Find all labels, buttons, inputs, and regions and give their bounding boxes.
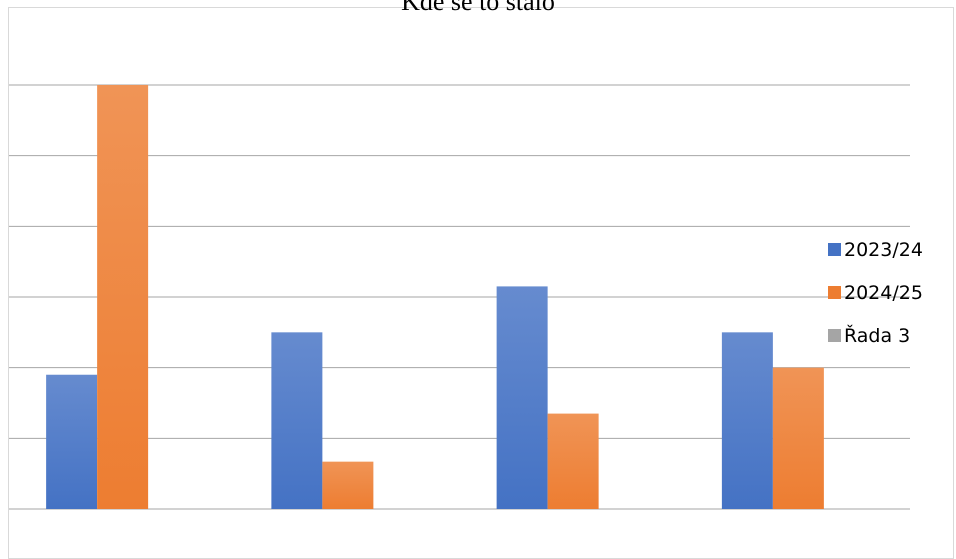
bar-series-1-cat-3 — [496, 286, 548, 509]
bar-series-2-cat-1 — [97, 85, 149, 509]
chart-title: Kde se to stalo — [401, 0, 555, 16]
legend-swatch-series-3 — [828, 329, 841, 342]
bars — [46, 85, 824, 509]
gridlines — [9, 84, 910, 510]
bar-series-2-cat-3 — [547, 413, 599, 509]
legend-item-series-1: 2023/24 — [828, 228, 923, 271]
legend-label-series-2: 2024/25 — [844, 281, 923, 304]
legend-item-series-3: Řada 3 — [828, 314, 923, 357]
bar-series-1-cat-4 — [721, 332, 773, 509]
bar-series-1-cat-1 — [46, 374, 98, 509]
legend-swatch-series-2 — [828, 286, 841, 299]
bar-series-1-cat-2 — [271, 332, 323, 509]
legend-label-series-3: Řada 3 — [844, 324, 911, 347]
legend-label-series-1: 2023/24 — [844, 238, 923, 261]
legend-swatch-series-1 — [828, 243, 841, 256]
bar-series-2-cat-4 — [772, 367, 824, 509]
legend-item-series-2: 2024/25 — [828, 271, 923, 314]
legend: 2023/24 2024/25 Řada 3 — [828, 228, 923, 357]
bar-series-2-cat-2 — [322, 461, 374, 509]
